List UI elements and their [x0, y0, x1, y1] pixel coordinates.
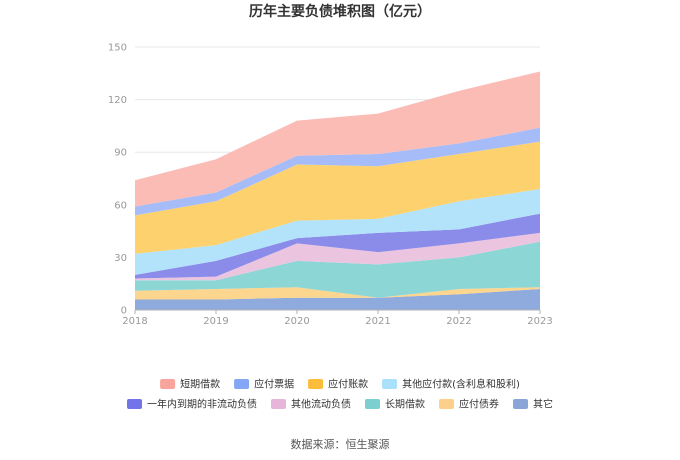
area-series: [135, 213, 540, 279]
x-tick-label: 2021: [365, 316, 390, 327]
area-series: [135, 288, 540, 310]
legend-swatch: [127, 399, 142, 409]
legend-swatch: [439, 399, 454, 409]
legend-label: 应付账款: [328, 378, 368, 391]
legend-swatch: [271, 399, 286, 409]
x-tick-label: 2018: [122, 316, 147, 327]
legend-label: 其他流动负债: [291, 398, 351, 411]
legend-swatch: [382, 379, 398, 389]
y-tick-label: 30: [114, 253, 127, 264]
y-tick-label: 60: [114, 200, 127, 211]
legend-swatch: [160, 379, 176, 389]
legend-swatch: [234, 379, 250, 389]
x-tick-label: 2023: [527, 316, 552, 327]
data-source: 数据来源：恒生聚源: [291, 437, 390, 451]
y-tick-label: 120: [108, 95, 127, 106]
legend-label: 短期借款: [180, 378, 220, 391]
area-series: [135, 241, 540, 298]
x-tick-label: 2022: [446, 316, 471, 327]
legend-label: 其他应付款(含利息和股利): [402, 378, 520, 391]
chart-title: 历年主要负债堆积图（亿元）: [249, 3, 431, 20]
legend-label: 应付票据: [254, 378, 294, 391]
axes: 0 30 60 90 120 150 2018 2019 2020 2021 2022 2023: [108, 43, 553, 328]
x-tick-label: 2019: [203, 316, 228, 327]
legend: 短期借款 应付票据 应付账款 其他应付款(含利息和股利) 一年内到期的非流动负债 其他流动…: [127, 378, 553, 411]
area-series: [135, 189, 540, 275]
x-tick-label: 2020: [284, 316, 309, 327]
area-series: [135, 287, 540, 300]
legend-swatch: [513, 399, 528, 409]
area-series: [135, 71, 540, 207]
area-series: [135, 127, 540, 216]
y-tick-label: 150: [108, 43, 127, 54]
y-tick-label: 90: [114, 148, 127, 159]
legend-label: 其它: [533, 398, 553, 411]
area-series: [135, 232, 540, 281]
areas: [135, 71, 540, 310]
area-series: [135, 141, 540, 254]
legend-swatch: [308, 379, 324, 389]
legend-label: 一年内到期的非流动负债: [147, 398, 257, 411]
legend-swatch: [365, 399, 380, 409]
legend-label: 应付债券: [459, 398, 499, 411]
legend-label: 长期借款: [385, 398, 425, 411]
y-tick-label: 0: [121, 306, 127, 317]
